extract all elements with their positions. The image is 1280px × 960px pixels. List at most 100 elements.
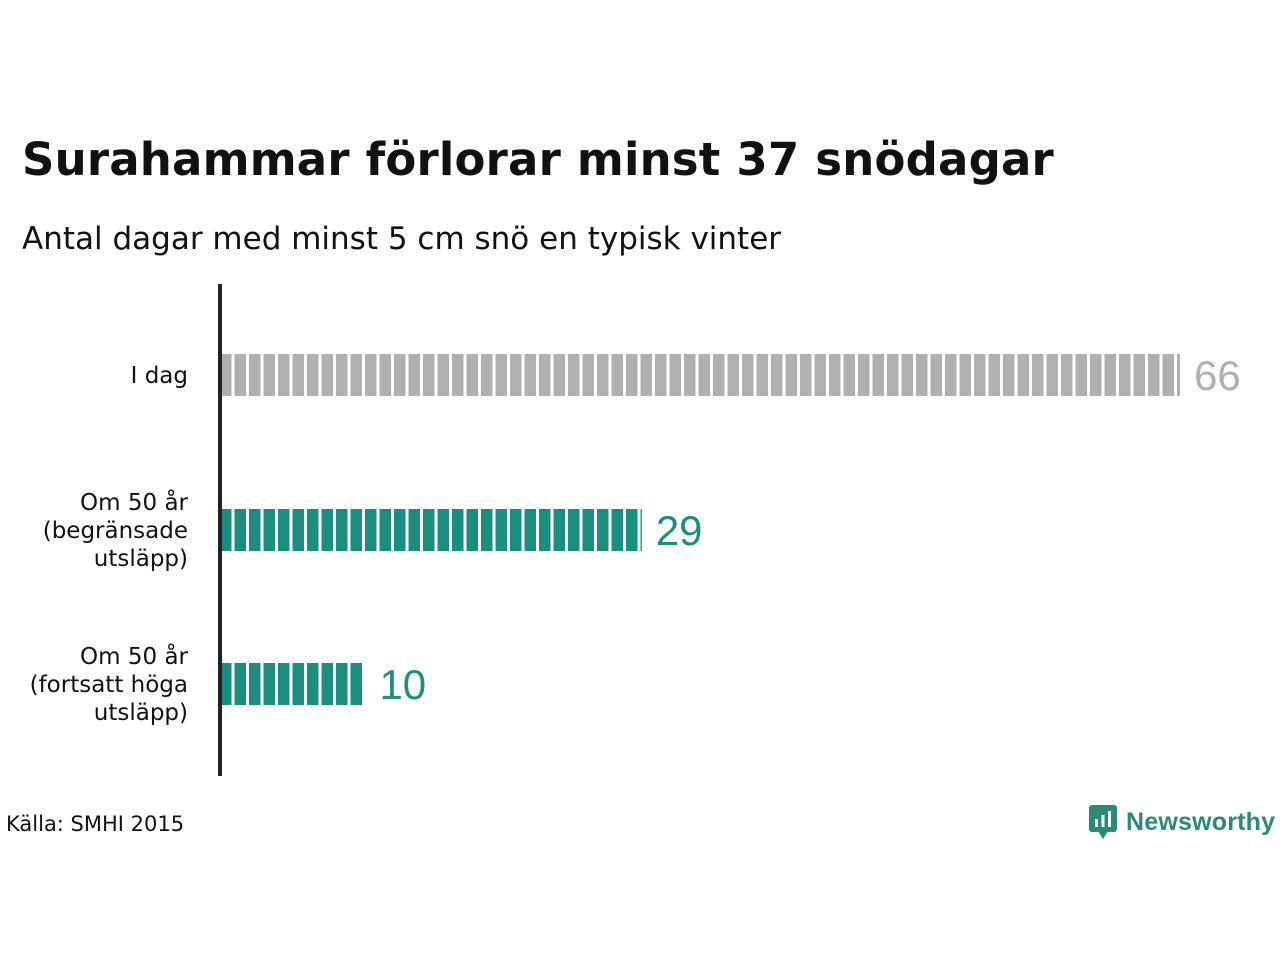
bar-segment (350, 509, 362, 551)
bar-segment (278, 354, 290, 396)
bar-segment (278, 509, 290, 551)
bar-segment (655, 354, 667, 396)
bar-segment (408, 354, 420, 396)
newsworthy-logo-icon (1089, 805, 1117, 839)
bar-segment (394, 509, 406, 551)
bar-segment (336, 354, 348, 396)
bar-segment (423, 509, 435, 551)
category-label-line: utsläpp) (94, 546, 188, 572)
bar-segment (466, 509, 478, 551)
bar-segment (524, 509, 536, 551)
bar-segment (539, 509, 551, 551)
bar-segment (974, 354, 986, 396)
bar-segment (713, 354, 725, 396)
bar-segment (1119, 354, 1131, 396)
bar-segment (1046, 354, 1058, 396)
bar-segment (1090, 354, 1102, 396)
bar-segment (292, 354, 304, 396)
bar-segment (945, 354, 957, 396)
bar-segment (350, 663, 362, 705)
bar-segment (263, 663, 275, 705)
category-label: I dag (131, 363, 188, 389)
bar-segment (495, 509, 507, 551)
bar-segment (988, 354, 1000, 396)
bar-segment (408, 509, 420, 551)
bar-segment (292, 663, 304, 705)
bar-segment (437, 354, 449, 396)
bar (220, 509, 642, 551)
bar-segment (742, 354, 754, 396)
bar-segment (481, 354, 493, 396)
category-label-line: (begränsade (43, 518, 188, 544)
bar-segment (640, 509, 642, 551)
bar-segment (220, 509, 232, 551)
bar-segment (597, 354, 609, 396)
source-note: Källa: SMHI 2015 (6, 812, 185, 836)
bar-segment (466, 354, 478, 396)
bar-segment (249, 663, 261, 705)
bar-segment (568, 354, 580, 396)
bar-segment (858, 354, 870, 396)
bar-segment (626, 509, 638, 551)
bar-segment (423, 354, 435, 396)
bar-segment (568, 509, 580, 551)
bar-segment (234, 509, 246, 551)
bar-segment (234, 663, 246, 705)
bar-segment (1177, 354, 1180, 396)
bar-segment (1162, 354, 1174, 396)
bar-segment (336, 509, 348, 551)
bar-segment (553, 509, 565, 551)
chart-title: Surahammar förlorar minst 37 snödagar (22, 133, 1054, 186)
bar-segment (452, 509, 464, 551)
bar-segment (292, 509, 304, 551)
bar-segment (959, 354, 971, 396)
category-label-line: utsläpp) (94, 700, 188, 726)
category-label-line: I dag (131, 363, 188, 389)
bar (220, 663, 362, 705)
bar-segment (336, 663, 348, 705)
bar-value-label: 10 (379, 661, 426, 708)
bar-segment (1104, 354, 1116, 396)
bar-segment (365, 354, 377, 396)
bar-segment (1003, 354, 1015, 396)
bar-segment (872, 354, 884, 396)
category-label-line: Om 50 år (80, 488, 188, 516)
bar-segment (263, 509, 275, 551)
bar-segment (307, 354, 319, 396)
bar-segment (524, 354, 536, 396)
bar-segment (800, 354, 812, 396)
bar-segment (684, 354, 696, 396)
bar-segment (1148, 354, 1160, 396)
bar-segment (481, 509, 493, 551)
bar-segment (626, 354, 638, 396)
bar-segment (1061, 354, 1073, 396)
bar-segment (843, 354, 855, 396)
bar-segment (350, 354, 362, 396)
category-label-line: (fortsatt höga (30, 672, 188, 698)
bar-segment (379, 354, 391, 396)
bar-segment (249, 509, 261, 551)
bar-segment (597, 509, 609, 551)
category-label: Om 50 år (begränsade utsläpp) (43, 488, 189, 572)
bar-segment (640, 354, 652, 396)
bar-segment (785, 354, 797, 396)
bar-segment (307, 509, 319, 551)
bar-segment (539, 354, 551, 396)
bar-segment (510, 354, 522, 396)
bar-segment (263, 354, 275, 396)
bar-segment (727, 354, 739, 396)
bar-segment (307, 663, 319, 705)
bar-segment (394, 354, 406, 396)
bar-segment (278, 663, 290, 705)
bar-segment (452, 354, 464, 396)
bar-segment (321, 663, 333, 705)
bar-segment (1075, 354, 1087, 396)
bar-segment (249, 354, 261, 396)
bar-segment (887, 354, 899, 396)
bar-segment (495, 354, 507, 396)
bar-value-label: 66 (1194, 352, 1241, 399)
category-label-line: Om 50 år (80, 642, 188, 670)
bar-segment (582, 354, 594, 396)
bar-segment (510, 509, 522, 551)
